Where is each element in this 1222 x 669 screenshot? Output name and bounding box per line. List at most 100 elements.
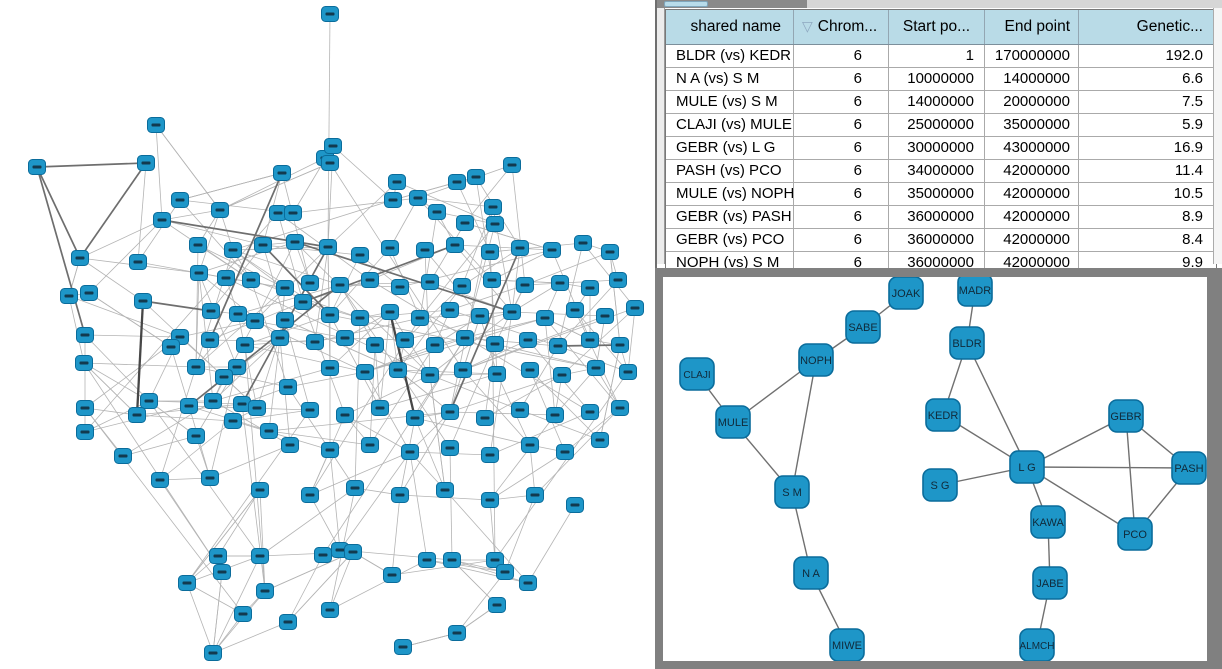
network-node[interactable] xyxy=(446,237,464,253)
h-scrollbar-thumb[interactable] xyxy=(664,1,708,7)
network-node[interactable] xyxy=(306,334,324,350)
network-node[interactable] xyxy=(178,575,196,591)
table-row[interactable]: CLAJI (vs) MULE 6 25000000 35000000 5.9 xyxy=(666,114,1216,137)
network-node[interactable] xyxy=(76,327,94,343)
table-cell[interactable]: GEBR (vs) PCO xyxy=(666,229,794,251)
network-node[interactable] xyxy=(421,367,439,383)
network-node[interactable] xyxy=(224,413,242,429)
network-node[interactable] xyxy=(401,444,419,460)
network-node[interactable] xyxy=(209,548,227,564)
detail-node-PCO[interactable]: PCO xyxy=(1117,517,1153,551)
table-row[interactable]: GEBR (vs) PASH 6 36000000 42000000 8.9 xyxy=(666,206,1216,229)
network-node[interactable] xyxy=(202,303,220,319)
table-cell[interactable]: CLAJI (vs) MULE xyxy=(666,114,794,136)
network-node[interactable] xyxy=(503,304,521,320)
network-node[interactable] xyxy=(371,400,389,416)
network-node[interactable] xyxy=(396,332,414,348)
table-cell[interactable]: 42000000 xyxy=(985,252,1079,274)
table-cell[interactable]: 9.9 xyxy=(1182,254,1203,271)
network-node[interactable] xyxy=(486,216,504,232)
network-node[interactable] xyxy=(134,293,152,309)
detail-node-LG[interactable]: L G xyxy=(1009,450,1045,484)
network-node[interactable] xyxy=(137,155,155,171)
network-node[interactable] xyxy=(486,552,504,568)
network-node[interactable] xyxy=(519,575,537,591)
network-node[interactable] xyxy=(416,242,434,258)
network-node[interactable] xyxy=(481,492,499,508)
detail-node-BLDR[interactable]: BLDR xyxy=(949,326,985,360)
network-node[interactable] xyxy=(273,165,291,181)
table-row[interactable]: N A (vs) S M 6 10000000 14000000 6.6 xyxy=(666,68,1216,91)
network-node[interactable] xyxy=(456,330,474,346)
network-node[interactable] xyxy=(271,330,289,346)
network-node[interactable] xyxy=(162,339,180,355)
network-node[interactable] xyxy=(619,364,637,380)
table-cell[interactable]: 6 xyxy=(794,160,889,182)
network-node[interactable] xyxy=(301,402,319,418)
detail-node-NOPH[interactable]: NOPH xyxy=(798,343,834,377)
detail-node-CLAJI[interactable]: CLAJI xyxy=(679,357,715,391)
network-node[interactable] xyxy=(488,597,506,613)
network-node[interactable] xyxy=(344,544,362,560)
network-node[interactable] xyxy=(484,199,502,215)
network-node[interactable] xyxy=(201,332,219,348)
table-cell[interactable]: 35000000 xyxy=(985,114,1079,136)
table-cell[interactable]: PASH (vs) PCO xyxy=(666,160,794,182)
table-cell[interactable]: 6 xyxy=(794,91,889,113)
table-cell[interactable]: 14000000 xyxy=(889,91,985,113)
network-node[interactable] xyxy=(294,294,312,310)
network-node[interactable] xyxy=(331,277,349,293)
table-cell[interactable]: 34000000 xyxy=(889,160,985,182)
network-node[interactable] xyxy=(483,272,501,288)
table-row[interactable]: BLDR (vs) KEDR 6 1 170000000 192.0 xyxy=(666,45,1216,68)
network-node[interactable] xyxy=(389,362,407,378)
network-node[interactable] xyxy=(228,359,246,375)
network-node[interactable] xyxy=(361,272,379,288)
network-node[interactable] xyxy=(351,310,369,326)
network-node[interactable] xyxy=(476,410,494,426)
network-node[interactable] xyxy=(76,424,94,440)
network-node[interactable] xyxy=(351,247,369,263)
network-node[interactable] xyxy=(486,336,504,352)
network-node[interactable] xyxy=(394,639,412,655)
table-right-scrollbar-track[interactable] xyxy=(1213,8,1222,264)
network-node[interactable] xyxy=(366,337,384,353)
network-node[interactable] xyxy=(467,169,485,185)
network-node[interactable] xyxy=(224,242,242,258)
network-node[interactable] xyxy=(80,285,98,301)
network-node[interactable] xyxy=(236,337,254,353)
network-node[interactable] xyxy=(279,614,297,630)
table-cell[interactable]: 8.9 xyxy=(1182,208,1203,225)
network-node[interactable] xyxy=(319,239,337,255)
network-node[interactable] xyxy=(596,308,614,324)
network-node[interactable] xyxy=(406,410,424,426)
network-node[interactable] xyxy=(256,583,274,599)
detail-node-PASH[interactable]: PASH xyxy=(1171,451,1207,485)
network-node[interactable] xyxy=(171,192,189,208)
detail-node-GEBR[interactable]: GEBR xyxy=(1108,399,1144,433)
column-header-end-point[interactable]: End point xyxy=(985,10,1079,44)
network-node[interactable] xyxy=(441,404,459,420)
detail-node-SABE[interactable]: SABE xyxy=(845,310,881,344)
table-cell[interactable]: 16.9 xyxy=(1173,139,1203,156)
network-node[interactable] xyxy=(260,423,278,439)
network-node[interactable] xyxy=(551,275,569,291)
network-node[interactable] xyxy=(286,234,304,250)
table-cell[interactable]: BLDR (vs) KEDR xyxy=(666,45,794,67)
table-cell[interactable]: 11.4 xyxy=(1174,162,1203,179)
network-node[interactable] xyxy=(321,155,339,171)
table-cell[interactable]: MULE (vs) NOPH xyxy=(666,183,794,205)
network-node[interactable] xyxy=(453,278,471,294)
network-node[interactable] xyxy=(129,254,147,270)
network-node[interactable] xyxy=(566,497,584,513)
network-node[interactable] xyxy=(591,432,609,448)
network-node[interactable] xyxy=(381,240,399,256)
network-node[interactable] xyxy=(471,308,489,324)
network-node[interactable] xyxy=(448,174,466,190)
table-cell[interactable]: 42000000 xyxy=(985,206,1079,228)
table-cell[interactable]: 43000000 xyxy=(985,137,1079,159)
network-node[interactable] xyxy=(587,360,605,376)
network-node[interactable] xyxy=(276,312,294,328)
table-cell[interactable]: GEBR (vs) L G xyxy=(666,137,794,159)
table-cell[interactable]: 6 xyxy=(794,229,889,251)
